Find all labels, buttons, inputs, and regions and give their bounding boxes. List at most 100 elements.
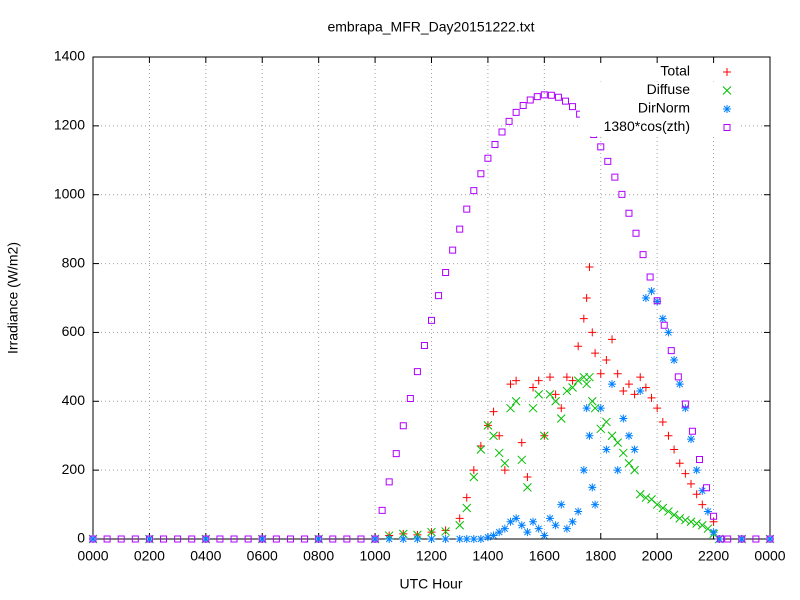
data-point: [506, 380, 515, 389]
data-point: [435, 292, 443, 300]
data-point: [385, 535, 394, 543]
data-point: [441, 527, 450, 536]
x-tick-label: 2200: [698, 548, 729, 564]
data-point: [574, 342, 583, 351]
data-point: [545, 390, 555, 399]
data-point: [664, 328, 673, 337]
data-point: [505, 117, 513, 125]
data-point: [174, 535, 182, 543]
data-point: [145, 535, 154, 543]
data-point: [540, 531, 549, 540]
data-point: [413, 530, 422, 540]
data-point: [738, 535, 746, 543]
legend-label: Total: [660, 63, 690, 79]
data-point: [523, 528, 532, 537]
data-point: [476, 445, 486, 454]
data-point: [449, 246, 457, 254]
data-point: [413, 368, 421, 376]
data-point: [710, 512, 718, 520]
legend-bg: [580, 118, 740, 137]
data-point: [582, 379, 591, 389]
data-point: [483, 421, 493, 430]
data-point: [539, 431, 549, 441]
x-tick-label: 0000: [77, 548, 108, 564]
data-point: [608, 380, 617, 389]
data-point: [687, 435, 696, 444]
data-point: [698, 500, 707, 509]
x-tick-label: 1400: [472, 548, 503, 564]
data-point: [664, 507, 673, 516]
y-tick-label: 800: [62, 254, 86, 270]
data-point: [613, 466, 622, 475]
data-point: [639, 251, 647, 259]
data-point: [456, 225, 464, 233]
data-point: [498, 128, 506, 136]
data-point: [495, 431, 504, 440]
data-point: [625, 209, 633, 217]
legend-bg: [580, 63, 740, 81]
data-point: [703, 484, 711, 492]
data-point: [131, 535, 139, 543]
data-point: [258, 535, 267, 543]
data-point: [568, 517, 577, 526]
x-tick-label: 0200: [134, 548, 165, 564]
data-point: [737, 535, 746, 543]
data-point: [529, 383, 538, 392]
data-point: [462, 503, 472, 513]
data-point: [752, 535, 760, 543]
data-point: [674, 373, 682, 381]
data-point: [646, 273, 654, 281]
x-tick-label: 1000: [360, 548, 391, 564]
data-point: [664, 431, 673, 440]
data-point: [286, 535, 294, 543]
data-point: [596, 404, 605, 413]
data-point: [500, 458, 510, 468]
x-tick-label: 1200: [416, 548, 447, 564]
data-point: [624, 431, 633, 440]
data-point: [442, 269, 450, 277]
data-point: [455, 514, 464, 523]
data-point: [145, 535, 153, 543]
data-point: [562, 373, 571, 382]
data-point: [602, 417, 611, 427]
data-point: [469, 466, 478, 475]
data-point: [103, 535, 111, 543]
legend-label: Diffuse: [647, 81, 691, 97]
data-point: [534, 390, 544, 399]
data-point: [652, 500, 662, 509]
x-tick-label: 0000: [754, 548, 785, 564]
data-point: [658, 417, 667, 426]
data-point: [216, 535, 224, 543]
y-axis-label: Irradiance (W/m2): [5, 242, 21, 354]
data-point: [534, 524, 543, 533]
data-point: [551, 396, 560, 406]
data-point: [556, 414, 566, 423]
data-point: [427, 535, 436, 543]
data-point: [588, 328, 597, 337]
data-point: [670, 355, 679, 364]
legend-bg: [580, 81, 740, 100]
data-point: [494, 448, 504, 458]
data-point: [378, 506, 386, 514]
data-point: [709, 528, 718, 537]
data-point: [477, 170, 485, 178]
data-point: [463, 205, 471, 213]
data-point: [596, 424, 606, 434]
data-point: [647, 287, 656, 296]
data-point: [399, 535, 408, 543]
data-point: [462, 535, 471, 543]
data-point: [244, 535, 252, 543]
data-point: [585, 372, 594, 382]
data-point: [688, 427, 696, 435]
data-point: [469, 472, 479, 482]
data-point: [766, 535, 774, 543]
data-point: [529, 517, 538, 526]
y-tick-label: 200: [62, 461, 86, 477]
data-point: [681, 400, 689, 408]
data-point: [441, 535, 450, 543]
data-point: [545, 373, 554, 382]
data-point: [692, 519, 702, 528]
data-point: [89, 535, 97, 543]
data-point: [301, 535, 309, 543]
data-point: [660, 321, 668, 329]
